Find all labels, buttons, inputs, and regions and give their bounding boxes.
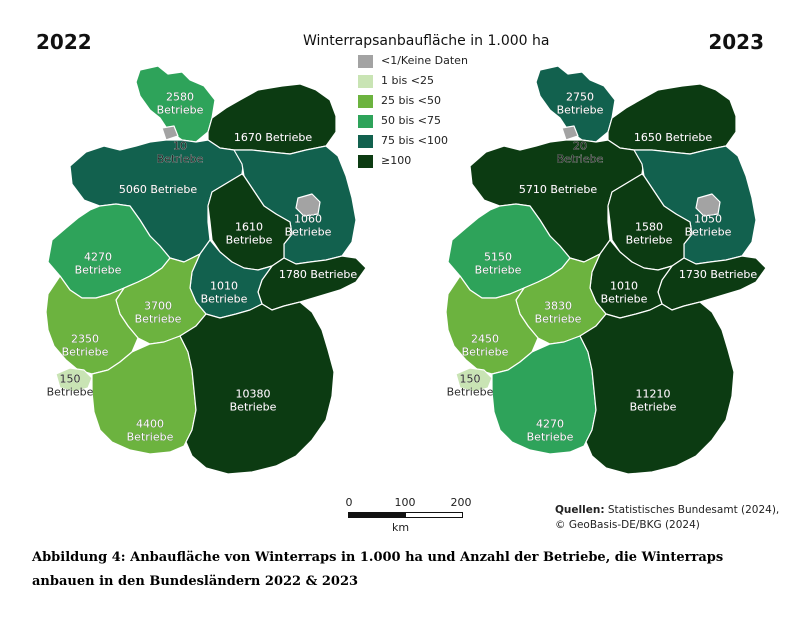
state-label-nw: Betriebe [75,264,122,277]
figure-caption: Abbildung 4: Anbaufläche von Winterraps … [32,550,724,589]
state-label-sl: 150 [60,373,81,386]
sources-note: Quellen: Statistisches Bundesamt (2024),… [555,503,779,533]
legend-swatch [358,115,373,128]
state-region-sn [257,255,367,311]
scale-bar-graphic [348,512,463,518]
state-label-th: Betriebe [601,293,648,306]
state-region-sl [55,367,93,393]
state-label-hb: 10 [173,140,187,153]
state-label-rp: Betriebe [62,346,109,359]
state-label-nw: Betriebe [475,264,522,277]
legend-swatch [358,75,373,88]
state-label-st: 1610 [235,221,263,234]
figure: 2580 Betriebe 1670 Betriebe 10 Betriebe 5060 … [36,30,779,536]
state-label-bw: 4270 [536,418,564,431]
sources-line-2: © GeoBasis-DE/BKG (2024) [555,519,700,531]
state-label-bw: 4400 [136,418,164,431]
legend-swatch [358,95,373,108]
legend-label: 50 bis <75 [381,114,441,127]
state-label-he: 3830 [544,300,572,313]
scale-tick-label: 0 [345,496,353,509]
state-label-ni: 5710 Betriebe [519,183,597,196]
state-region-hh [561,125,579,141]
state-label-by: Betriebe [230,401,277,414]
state-label-ni: 5060 Betriebe [119,183,197,196]
scale-tick-label: 200 [450,496,472,509]
state-label-mv: 1670 Betriebe [234,131,312,144]
state-region-by [179,301,335,475]
state-region-be [295,193,321,217]
state-label-sl: 150 [460,373,481,386]
state-label-sh: Betriebe [157,104,204,117]
state-label-sn: 1780 Betriebe [279,268,357,281]
sources-line-1: Statistisches Bundesamt (2024), [607,504,780,516]
legend-label: 1 bis <25 [381,74,434,87]
state-label-hb: Betriebe [557,153,604,166]
state-region-be [695,193,721,217]
legend-swatch [358,55,373,68]
state-label-st: Betriebe [626,234,673,247]
state-label-st: Betriebe [226,234,273,247]
state-label-he: 3700 [144,300,172,313]
state-label-by: 11210 [636,388,671,401]
state-label-sh: Betriebe [557,104,604,117]
year-label-2023: 2023 [708,30,764,54]
legend-swatch [358,135,373,148]
state-label-rp: Betriebe [462,346,509,359]
state-label-rp: 2450 [471,333,499,346]
state-region-hh [161,125,179,141]
state-label-sh: 2580 [166,91,194,104]
state-label-bb: 1050 [694,213,722,226]
state-label-th: Betriebe [201,293,248,306]
state-label-by: Betriebe [630,401,677,414]
state-label-sl: Betriebe [447,386,494,399]
scale-unit: km [392,521,410,534]
state-label-by: 10380 [236,388,271,401]
legend-label: <1/Keine Daten [381,54,468,67]
legend-label: ≥100 [381,154,412,167]
legend-swatch [358,155,373,168]
state-label-th: 1010 [210,280,238,293]
state-label-sh: 2750 [566,91,594,104]
state-label-nw: 5150 [484,251,512,264]
state-label-sl: Betriebe [47,386,94,399]
state-label-sn: 1730 Betriebe [679,268,757,281]
legend-label: 75 bis <100 [381,134,448,147]
state-label-mv: 1650 Betriebe [634,131,712,144]
state-region-sl [455,367,493,393]
scale-tick-label: 100 [394,496,416,509]
state-label-th: 1010 [610,280,638,293]
state-label-hb: 20 [573,140,587,153]
state-label-bb: Betriebe [685,226,732,239]
state-region-sn [657,255,767,311]
state-label-bw: Betriebe [527,431,574,444]
state-label-rp: 2350 [71,333,99,346]
sources-label: Quellen: [555,504,605,516]
year-label-2022: 2022 [36,30,92,54]
scale-bar: 0 100 200 km [345,496,472,536]
state-label-nw: 4270 [84,251,112,264]
legend-title: Winterrapsanbaufläche in 1.000 ha [303,33,550,49]
state-label-hb: Betriebe [157,153,204,166]
state-label-he: Betriebe [135,313,182,326]
state-label-st: 1580 [635,221,663,234]
state-label-bb: 1060 [294,213,322,226]
state-label-bb: Betriebe [285,226,332,239]
state-region-by [579,301,735,475]
legend-label: 25 bis <50 [381,94,441,107]
state-label-he: Betriebe [535,313,582,326]
state-label-bw: Betriebe [127,431,174,444]
